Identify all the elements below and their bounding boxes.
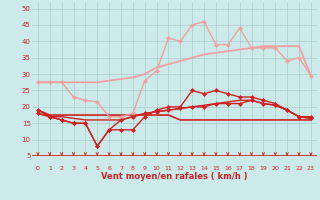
X-axis label: Vent moyen/en rafales ( km/h ): Vent moyen/en rafales ( km/h ) [101, 172, 248, 181]
